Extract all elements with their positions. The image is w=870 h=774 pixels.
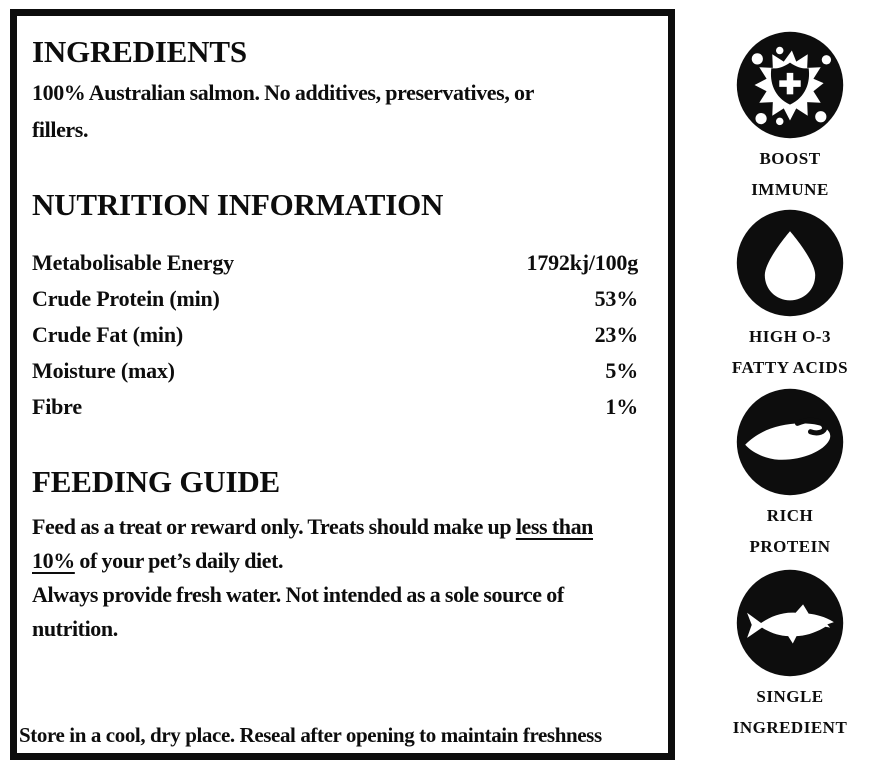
ingredients-text: 100% Australian salmon. No additives, pr… <box>32 74 534 148</box>
benefit-omega3: HIGH O-3 FATTY ACIDS <box>702 207 870 380</box>
nutrient-name: Metabolisable Energy <box>32 250 234 275</box>
benefit-label-line: IMMUNE <box>751 179 829 199</box>
omega3-drop-icon <box>736 209 844 317</box>
ingredients-heading: INGREDIENTS <box>32 34 247 69</box>
nutrition-row: Crude Fat (min) 23% <box>32 317 638 353</box>
nutrition-row: Crude Protein (min) 53% <box>32 281 638 317</box>
benefit-label-line: RICH <box>766 506 814 525</box>
nutrient-name: Crude Protein (min) <box>32 286 220 311</box>
nutrition-row: Metabolisable Energy 1792kj/100g <box>32 245 638 281</box>
text-line: Feed as a treat or reward only. Treats s… <box>32 514 594 539</box>
text-line: fillers. <box>32 117 89 142</box>
benefit-label-line: HIGH O-3 <box>749 327 831 346</box>
benefit-label-line: BOOST <box>759 149 821 168</box>
nutrient-value: 5% <box>605 358 638 383</box>
nutrition-table: Metabolisable Energy 1792kj/100g Crude Pro… <box>32 245 638 425</box>
benefit-boost-immune: BOOST IMMUNE <box>702 29 870 202</box>
nutrient-value: 23% <box>594 322 639 347</box>
nutrition-row: Moisture (max) 5% <box>32 353 638 389</box>
benefit-single-ingredient: SINGLE INGREDIENT <box>702 567 870 740</box>
feeding-guide-text: Feed as a treat or reward only. Treats s… <box>32 510 593 646</box>
nutrition-row: Fibre 1% <box>32 389 638 425</box>
feeding-guide-heading: FEEDING GUIDE <box>32 464 281 499</box>
nutrient-value: 53% <box>594 286 639 311</box>
text-line: Always provide fresh water. Not intended… <box>32 582 564 607</box>
protein-fillet-icon <box>736 388 844 496</box>
text-line: nutrition. <box>32 616 118 641</box>
storage-instructions: Store in a cool, dry place. Reseal after… <box>19 723 602 747</box>
immune-shield-icon <box>736 31 844 139</box>
text-line: 10% of your pet’s daily diet. <box>32 548 284 573</box>
single-ingredient-fish-icon <box>736 569 844 677</box>
nutrient-name: Crude Fat (min) <box>32 322 183 347</box>
nutrient-name: Moisture (max) <box>32 358 175 383</box>
nutrition-label-panel: INGREDIENTS 100% Australian salmon. No a… <box>10 9 675 760</box>
nutrient-name: Fibre <box>32 394 82 419</box>
benefit-label-line: PROTEIN <box>749 536 831 556</box>
benefit-label-line: FATTY ACIDS <box>731 357 849 377</box>
nutrition-heading: NUTRITION INFORMATION <box>32 187 444 222</box>
benefit-label-line: INGREDIENT <box>732 717 848 737</box>
nutrient-value: 1% <box>605 394 638 419</box>
benefit-rich-protein: RICH PROTEIN <box>702 386 870 559</box>
benefit-label-line: SINGLE <box>756 687 824 706</box>
nutrient-value: 1792kj/100g <box>526 250 639 275</box>
text-line: 100% Australian salmon. No additives, pr… <box>32 80 534 105</box>
